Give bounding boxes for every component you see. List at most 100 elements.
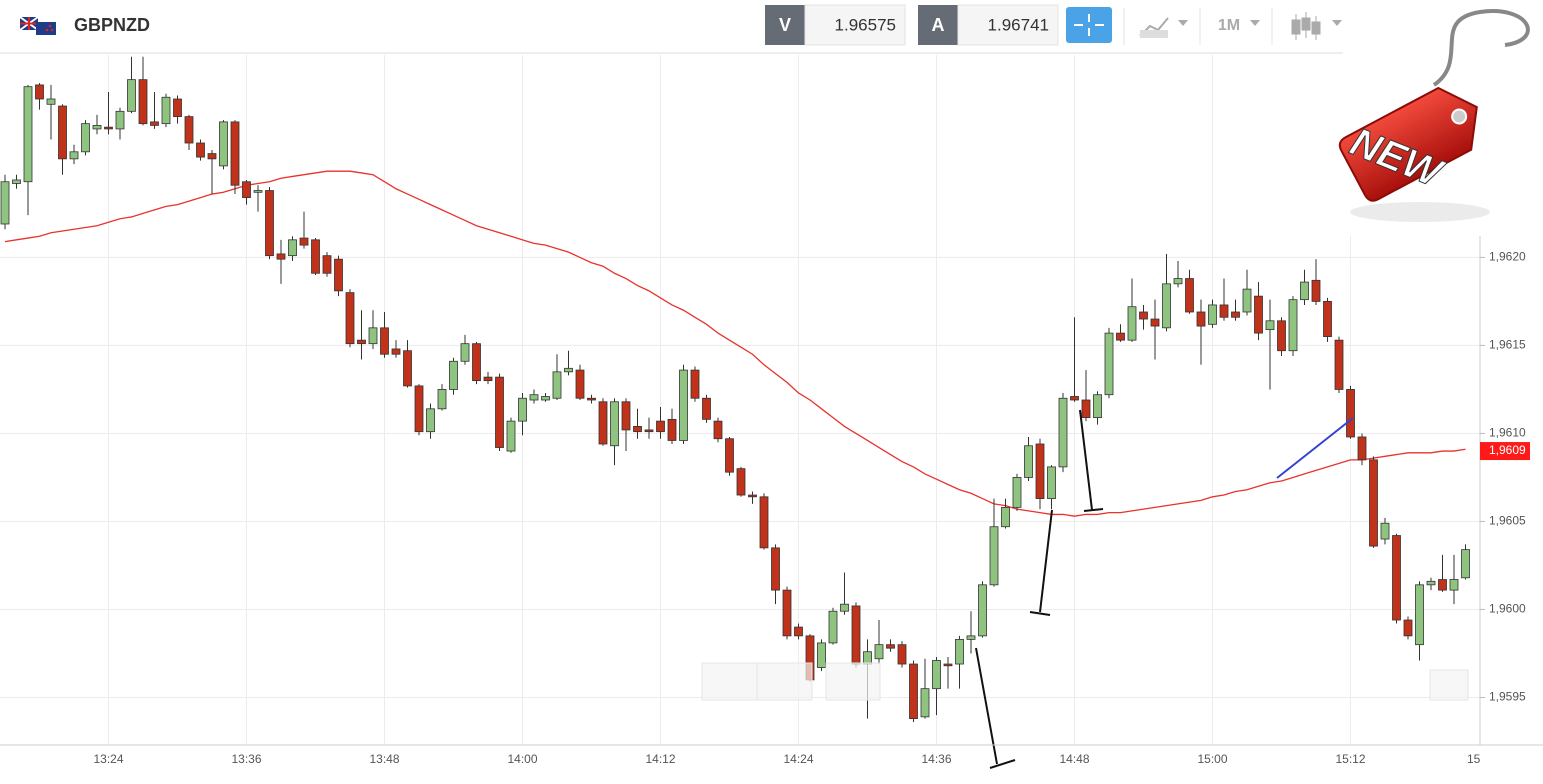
candle-body — [886, 644, 895, 649]
candle-body — [426, 408, 435, 433]
crosshair-button[interactable] — [1066, 7, 1112, 43]
candle-body — [265, 190, 274, 257]
trend-line-end — [989, 759, 1016, 769]
candle-body — [943, 663, 953, 667]
candle-body — [1426, 580, 1436, 586]
overlay-button[interactable] — [825, 662, 881, 701]
last-price-tag — [1480, 442, 1530, 461]
bid-box[interactable] — [804, 4, 906, 46]
candle-body — [1277, 320, 1286, 352]
candle-body — [909, 663, 918, 719]
candle-body — [518, 397, 527, 422]
x-tick-label-clipped: 15 — [1467, 752, 1481, 766]
candle-body — [23, 86, 33, 183]
candle-body — [414, 385, 424, 433]
candle-body — [863, 651, 872, 665]
candle-body — [1047, 466, 1056, 499]
candle-body — [495, 376, 504, 448]
candle-body — [1127, 306, 1137, 341]
annotations — [975, 409, 1104, 769]
candle-body — [115, 110, 125, 130]
candle-body — [1334, 339, 1344, 390]
candle-body — [1231, 311, 1240, 318]
candle-body — [1369, 459, 1378, 547]
candle-body — [1311, 279, 1321, 302]
candle-body — [1357, 436, 1367, 461]
timeframe[interactable]: 1M — [1218, 17, 1240, 34]
candle-type-button[interactable] — [1291, 12, 1342, 40]
candle-body — [748, 494, 757, 498]
candle-body — [736, 468, 746, 496]
candle-body — [1035, 443, 1045, 499]
candle-body — [1403, 619, 1413, 637]
candle-body — [1300, 281, 1309, 301]
candle-body — [966, 635, 976, 640]
chart-type-button[interactable] — [1139, 17, 1188, 38]
candle-body — [161, 96, 171, 125]
candle-body — [667, 418, 677, 441]
timeframe-caret — [1250, 20, 1260, 26]
candle-body — [1242, 288, 1252, 313]
candle-body — [391, 348, 401, 355]
candle-body — [1415, 584, 1424, 646]
candle-body — [1208, 304, 1217, 325]
candle-body — [483, 376, 493, 382]
candle-body — [472, 343, 481, 382]
candle-body — [552, 371, 562, 399]
candle-body — [345, 292, 355, 345]
candle-body — [368, 327, 378, 345]
candle-body — [529, 394, 539, 401]
candle-body — [978, 584, 987, 637]
candle-body — [1058, 397, 1068, 468]
candle-body — [828, 610, 838, 644]
candle-body — [1185, 278, 1194, 313]
candle-body — [1093, 394, 1102, 419]
candle-body — [357, 339, 366, 345]
candle-body — [713, 420, 723, 440]
candle-body — [1081, 399, 1091, 419]
candle-body — [35, 84, 44, 100]
candle-body — [322, 255, 332, 274]
candle-body — [1196, 311, 1206, 327]
candle-body — [633, 426, 642, 433]
x-tick-label: 14:48 — [1059, 752, 1089, 766]
candle-body — [1323, 301, 1332, 338]
overlay-button[interactable] — [1429, 669, 1469, 701]
candle-body — [380, 327, 389, 355]
candle-body — [1001, 506, 1010, 528]
candle-body — [46, 98, 56, 105]
candle-body — [1173, 278, 1183, 285]
candle-body — [621, 401, 631, 431]
candle-body — [1254, 295, 1263, 334]
candle-body — [104, 126, 113, 130]
candle-body — [874, 644, 884, 660]
candle-body — [679, 369, 688, 441]
candle-body — [794, 626, 803, 637]
candle-body — [851, 605, 861, 665]
candle-body — [460, 343, 470, 362]
candle-body — [81, 123, 90, 153]
candle-body — [771, 547, 780, 591]
candle-body — [299, 237, 309, 246]
x-tick-label: 14:24 — [783, 752, 813, 766]
symbol: GBPNZD — [74, 15, 150, 35]
candle-body — [506, 420, 516, 452]
candle-body — [1461, 549, 1470, 579]
candle-body — [242, 181, 251, 198]
candle-body — [840, 603, 849, 612]
y-tick-label: 1,9615 — [1489, 338, 1526, 352]
candle-body — [138, 79, 148, 125]
candle-body — [12, 179, 21, 184]
x-tick-label: 15:00 — [1197, 752, 1227, 766]
candle-body — [1449, 579, 1459, 591]
candle-body — [230, 121, 240, 186]
trend-line — [1039, 509, 1053, 613]
ask-label-box — [918, 5, 958, 45]
candle-body — [1380, 522, 1390, 540]
plot-area — [0, 56, 1470, 723]
candle-body — [759, 496, 769, 549]
ask-box[interactable] — [957, 4, 1059, 46]
candle-body — [690, 369, 700, 399]
candle-body — [1116, 332, 1125, 341]
y-tick-label: 1,9605 — [1489, 514, 1526, 528]
